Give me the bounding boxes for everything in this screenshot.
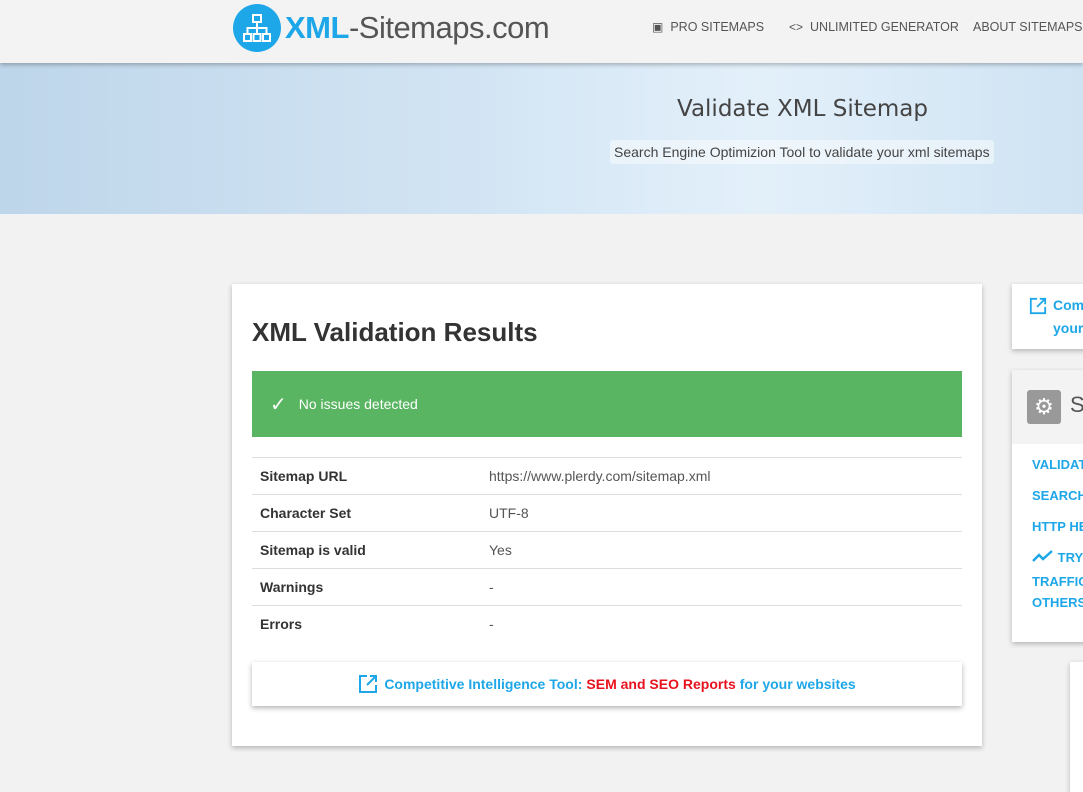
check-icon: ✓ bbox=[270, 393, 287, 416]
nav-about-sitemaps[interactable]: ABOUT SITEMAPS bbox=[973, 20, 1083, 34]
hero-banner: Validate XML Sitemap Search Engine Optim… bbox=[0, 63, 1083, 214]
gear-icon: ⚙ bbox=[1027, 390, 1061, 424]
archive-icon: ▣ bbox=[652, 20, 664, 34]
sidebar-tools: ⚙ S VALIDAT SEARCH HTTP HE TRY TRAFFIC OT… bbox=[1012, 370, 1083, 642]
code-icon: <> bbox=[789, 20, 804, 34]
success-alert: ✓ No issues detected bbox=[252, 371, 962, 437]
sidebar-link[interactable]: VALIDAT bbox=[1032, 457, 1083, 472]
page-title: Validate XML Sitemap bbox=[677, 96, 928, 122]
sidebar-link[interactable]: TRAFFIC bbox=[1032, 574, 1083, 589]
sidebar-link[interactable]: HTTP HE bbox=[1032, 519, 1083, 534]
table-row: Sitemap URL https://www.plerdy.com/sitema… bbox=[252, 457, 962, 495]
table-row: Warnings - bbox=[252, 568, 962, 606]
table-row: Character Set UTF-8 bbox=[252, 494, 962, 532]
sidebar-link[interactable]: OTHERS bbox=[1032, 595, 1083, 610]
page-subtitle: Search Engine Optimizion Tool to validat… bbox=[610, 140, 994, 164]
competitive-tool-link[interactable]: Competitive Intelligence Tool: SEM and SE… bbox=[252, 662, 962, 706]
external-link-icon bbox=[359, 675, 378, 693]
top-bar: XML-Sitemaps.com ▣ PRO SITEMAPS <> UNLIMIT… bbox=[0, 0, 1083, 63]
external-link-icon bbox=[1029, 297, 1047, 315]
table-row: Errors - bbox=[252, 605, 962, 643]
sidebar-link[interactable]: TRY bbox=[1032, 550, 1083, 565]
results-title: XML Validation Results bbox=[252, 317, 538, 347]
logo[interactable]: XML-Sitemaps.com bbox=[233, 4, 550, 52]
results-card: XML Validation Results ✓ No issues detect… bbox=[232, 284, 982, 746]
trend-icon bbox=[1032, 550, 1053, 562]
nav-unlimited-generator[interactable]: <> UNLIMITED GENERATOR bbox=[789, 20, 959, 34]
sidebar-promo[interactable]: Com your bbox=[1012, 284, 1083, 349]
sidebar-card bbox=[1070, 662, 1083, 792]
sitemap-icon bbox=[233, 4, 281, 52]
sidebar-link[interactable]: SEARCH bbox=[1032, 488, 1083, 503]
table-row: Sitemap is valid Yes bbox=[252, 531, 962, 569]
nav-pro-sitemaps[interactable]: ▣ PRO SITEMAPS bbox=[652, 20, 765, 34]
results-table: Sitemap URL https://www.plerdy.com/sitema… bbox=[252, 457, 962, 643]
